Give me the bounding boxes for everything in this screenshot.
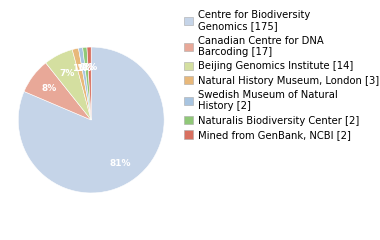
- Wedge shape: [24, 63, 91, 120]
- Wedge shape: [72, 48, 91, 120]
- Legend: Centre for Biodiversity
Genomics [175], Canadian Centre for DNA
Barcoding [17], : Centre for Biodiversity Genomics [175], …: [184, 10, 379, 140]
- Text: 8%: 8%: [42, 84, 57, 93]
- Text: 1%: 1%: [79, 63, 94, 72]
- Text: 7%: 7%: [60, 69, 75, 78]
- Text: 1%: 1%: [82, 63, 97, 72]
- Text: 1%: 1%: [76, 64, 91, 72]
- Wedge shape: [18, 47, 164, 193]
- Wedge shape: [46, 49, 91, 120]
- Text: 1%: 1%: [72, 64, 87, 73]
- Wedge shape: [83, 47, 91, 120]
- Wedge shape: [79, 48, 91, 120]
- Wedge shape: [87, 47, 91, 120]
- Text: 81%: 81%: [109, 159, 131, 168]
